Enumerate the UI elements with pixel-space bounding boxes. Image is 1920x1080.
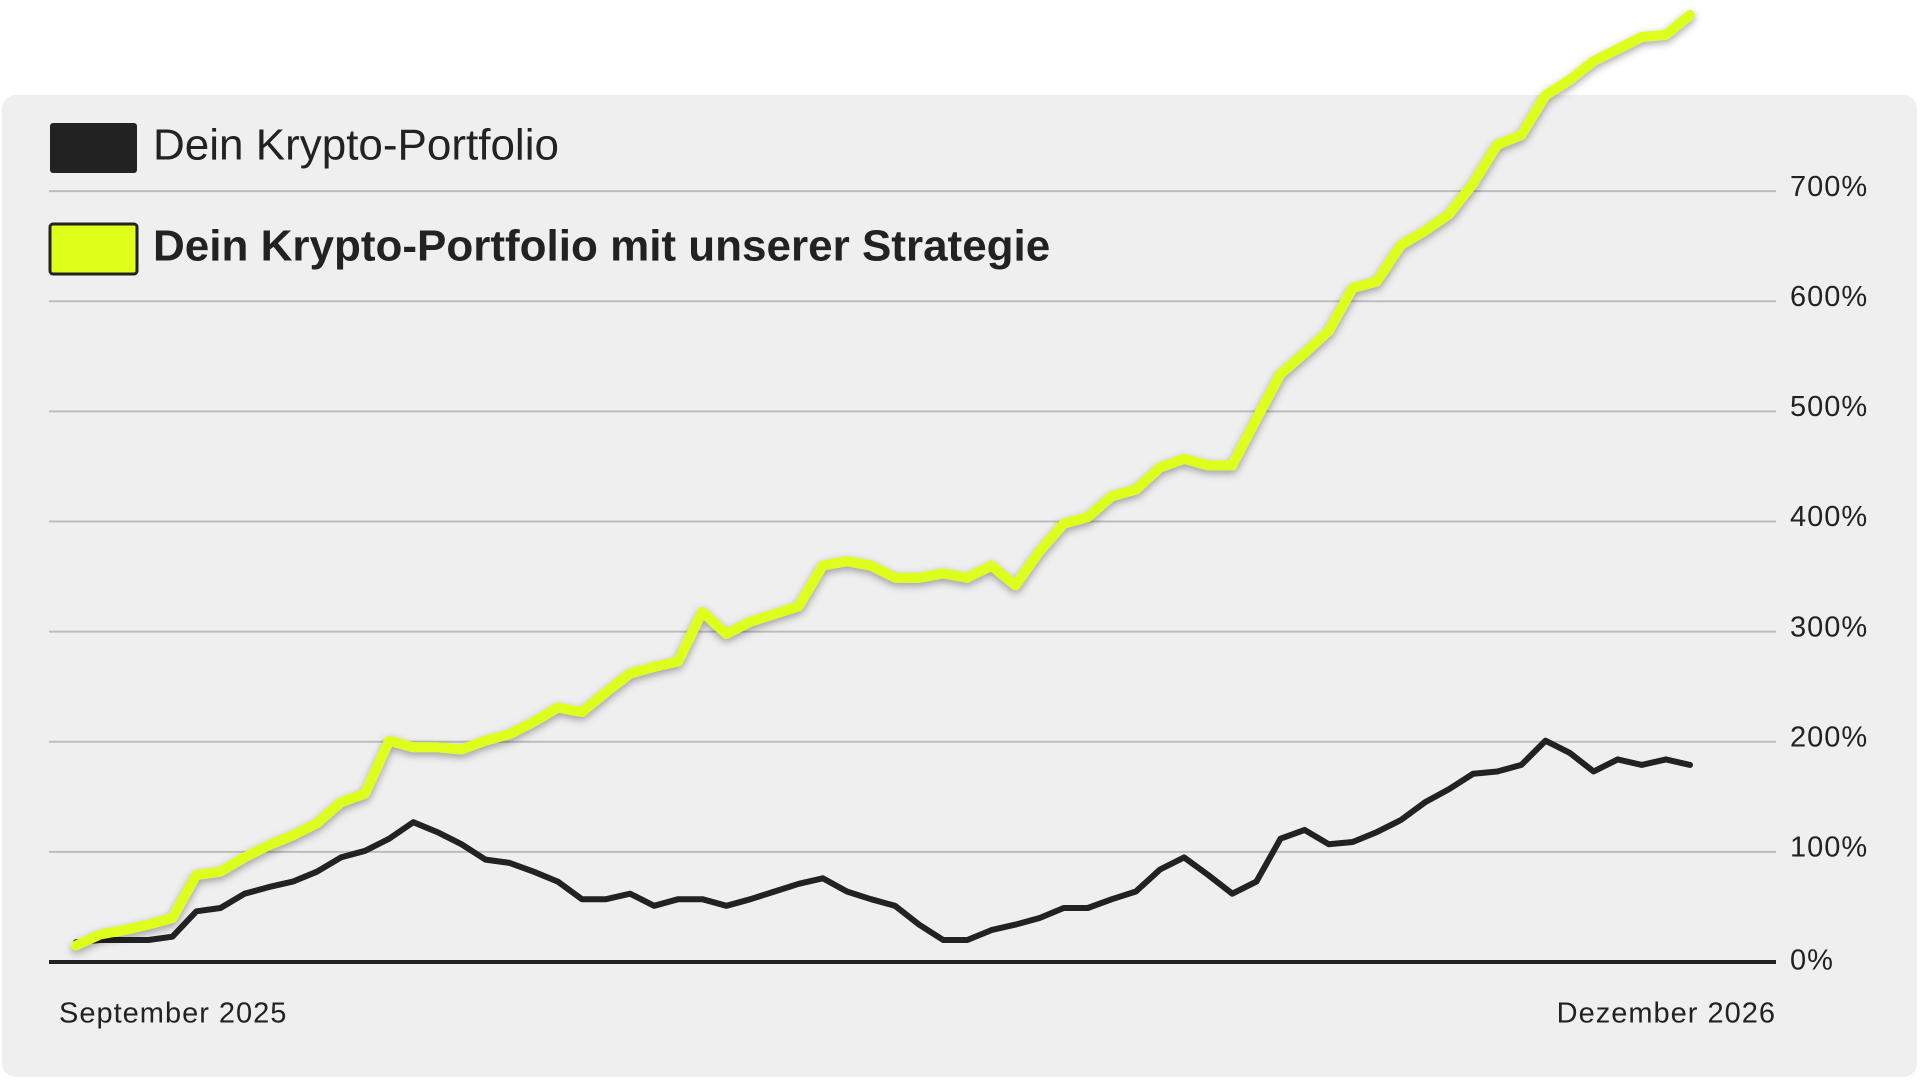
legend-swatch [48,222,139,276]
y-tick-label: 700% [1790,171,1868,203]
legend-label: Dein Krypto-Portfolio mit unserer Strate… [153,222,1050,271]
chart-panel [2,95,1917,1077]
y-tick-label: 0% [1790,945,1834,977]
y-tick-label: 100% [1790,832,1868,864]
x-tick-label: Dezember 2026 [1557,998,1776,1030]
x-tick-label: September 2025 [59,998,287,1030]
series-line [71,10,1695,951]
y-tick-label: 300% [1790,611,1868,643]
y-tick-label: 500% [1790,391,1868,423]
legend: Dein Krypto-Portfolio Dein Krypto-Portfol… [48,121,1050,276]
y-tick-label: 400% [1790,501,1868,533]
legend-label: Dein Krypto-Portfolio [153,121,559,170]
legend-swatch [50,123,137,173]
grid: 0% 100% 200% 300% 400% 500% 600% 700% September … [49,171,1868,1030]
series-line [73,737,1693,946]
y-tick-label: 200% [1790,721,1868,753]
plot [71,10,1695,951]
y-tick-label: 600% [1790,281,1868,313]
